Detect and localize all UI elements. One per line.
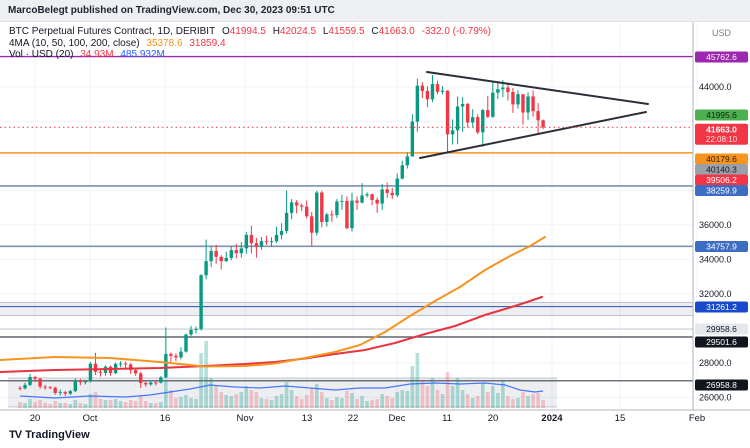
price-level-badge: [695, 185, 748, 196]
svg-text:38259.9: 38259.9: [706, 186, 737, 196]
svg-text:32000.0: 32000.0: [699, 289, 732, 299]
svg-text:13: 13: [302, 413, 313, 424]
volume-ma-value: 485.932M: [120, 49, 165, 60]
ohlc-low: 41559.5: [328, 26, 365, 37]
svg-text:20: 20: [30, 413, 41, 424]
ma-200-red-line: [0, 296, 543, 373]
svg-text:41663.0: 41663.0: [706, 124, 737, 134]
axis-borders: [0, 22, 750, 411]
tv-logo-text: TradingView: [25, 429, 90, 441]
symbol-legend-row[interactable]: BTC Perpetual Futures Contract, 1D, DERI…: [9, 26, 492, 37]
plot-area[interactable]: [0, 55, 693, 408]
svg-text:20: 20: [488, 413, 499, 424]
ohlc-close: 41663.0: [378, 26, 415, 37]
tradingview-logo[interactable]: TV TradingView: [9, 429, 90, 441]
candle-countdown: 22:08:10: [706, 135, 738, 144]
ma-legend-row[interactable]: 4MA (10, 50, 100, 200, close) 35378.6 31…: [9, 38, 491, 50]
svg-text:Nov: Nov: [237, 413, 254, 424]
price-level-badge: [695, 336, 748, 348]
svg-text:28000.0: 28000.0: [699, 358, 732, 368]
svg-text:40140.3: 40140.3: [706, 165, 737, 175]
price-level-badge: [695, 164, 748, 175]
volume-current-value: 34.93M: [80, 49, 114, 60]
svg-text:29958.6: 29958.6: [706, 324, 737, 334]
svg-text:36000.0: 36000.0: [699, 220, 732, 230]
svg-text:15: 15: [615, 413, 626, 424]
svg-text:2024: 2024: [541, 413, 563, 424]
price-level-badge: [695, 241, 748, 252]
svg-text:11: 11: [442, 413, 452, 424]
tv-logo-icon: TV: [9, 429, 22, 441]
price-level-badge: [695, 174, 748, 186]
svg-text:26958.8: 26958.8: [706, 380, 737, 390]
candles-layer: [18, 74, 545, 396]
price-level-badge: [695, 379, 748, 391]
price-axis[interactable]: USD 44000.0 36000.0 34000.0 32000.0 28000.0 26…: [695, 28, 748, 402]
price-axis-currency: USD: [712, 28, 732, 38]
svg-text:40179.6: 40179.6: [706, 154, 737, 164]
current-price-badge: [695, 123, 748, 145]
publish-info-text: MarcoBelegt published on TradingView.com…: [8, 5, 335, 16]
svg-text:16: 16: [160, 413, 171, 424]
svg-text:29501.6: 29501.6: [706, 337, 737, 347]
ma-indicator-title: 4MA (10, 50, 100, 200, close): [9, 37, 140, 49]
ohlc-change: -332.0 (-0.79%): [421, 26, 492, 37]
publish-topbar: MarcoBelegt published on TradingView.com…: [0, 0, 750, 22]
ohlc-high: 42024.5: [279, 26, 317, 37]
svg-text:44000.0: 44000.0: [699, 82, 732, 92]
svg-text:22: 22: [348, 413, 359, 424]
svg-text:31261.2: 31261.2: [706, 302, 737, 312]
chart-legend: BTC Perpetual Futures Contract, 1D, DERI…: [9, 26, 491, 61]
svg-text:41995.6: 41995.6: [706, 110, 737, 120]
volume-legend-row[interactable]: Vol · USD (20) 34.93M 485.932M: [9, 49, 491, 61]
ma-100-orange-line: [0, 236, 546, 368]
horizontal-level-lines[interactable]: [0, 55, 693, 382]
volume-indicator-title: Vol · USD (20): [9, 49, 74, 60]
price-level-badge: [695, 301, 748, 313]
svg-text:45762.6: 45762.6: [706, 52, 737, 62]
svg-text:Oct: Oct: [83, 413, 98, 424]
svg-text:34757.9: 34757.9: [706, 242, 737, 252]
svg-text:34000.0: 34000.0: [699, 254, 732, 264]
volume-ma-line: [19, 382, 544, 399]
ma-red-value: 31859.4: [189, 37, 226, 49]
ma-orange-value: 35378.6: [146, 37, 183, 49]
svg-text:Feb: Feb: [689, 413, 705, 424]
svg-text:Dec: Dec: [389, 413, 406, 424]
gray-zone-bands[interactable]: [0, 302, 693, 408]
svg-text:26000.0: 26000.0: [699, 392, 732, 402]
ohlc-open: 41994.5: [229, 26, 266, 37]
volume-layer: [18, 341, 545, 408]
price-level-badge: [695, 109, 748, 121]
symbol-title: BTC Perpetual Futures Contract, 1D, DERI…: [9, 26, 216, 37]
price-level-badge: [695, 153, 748, 165]
time-axis[interactable]: 20 Oct 16 Nov 13 22 Dec 11 20 2024 15 Feb: [30, 413, 705, 424]
triangle-trendlines[interactable]: [419, 71, 649, 159]
price-level-badge: [695, 51, 748, 63]
price-level-badge: [695, 323, 748, 335]
svg-text:39506.2: 39506.2: [706, 175, 737, 185]
